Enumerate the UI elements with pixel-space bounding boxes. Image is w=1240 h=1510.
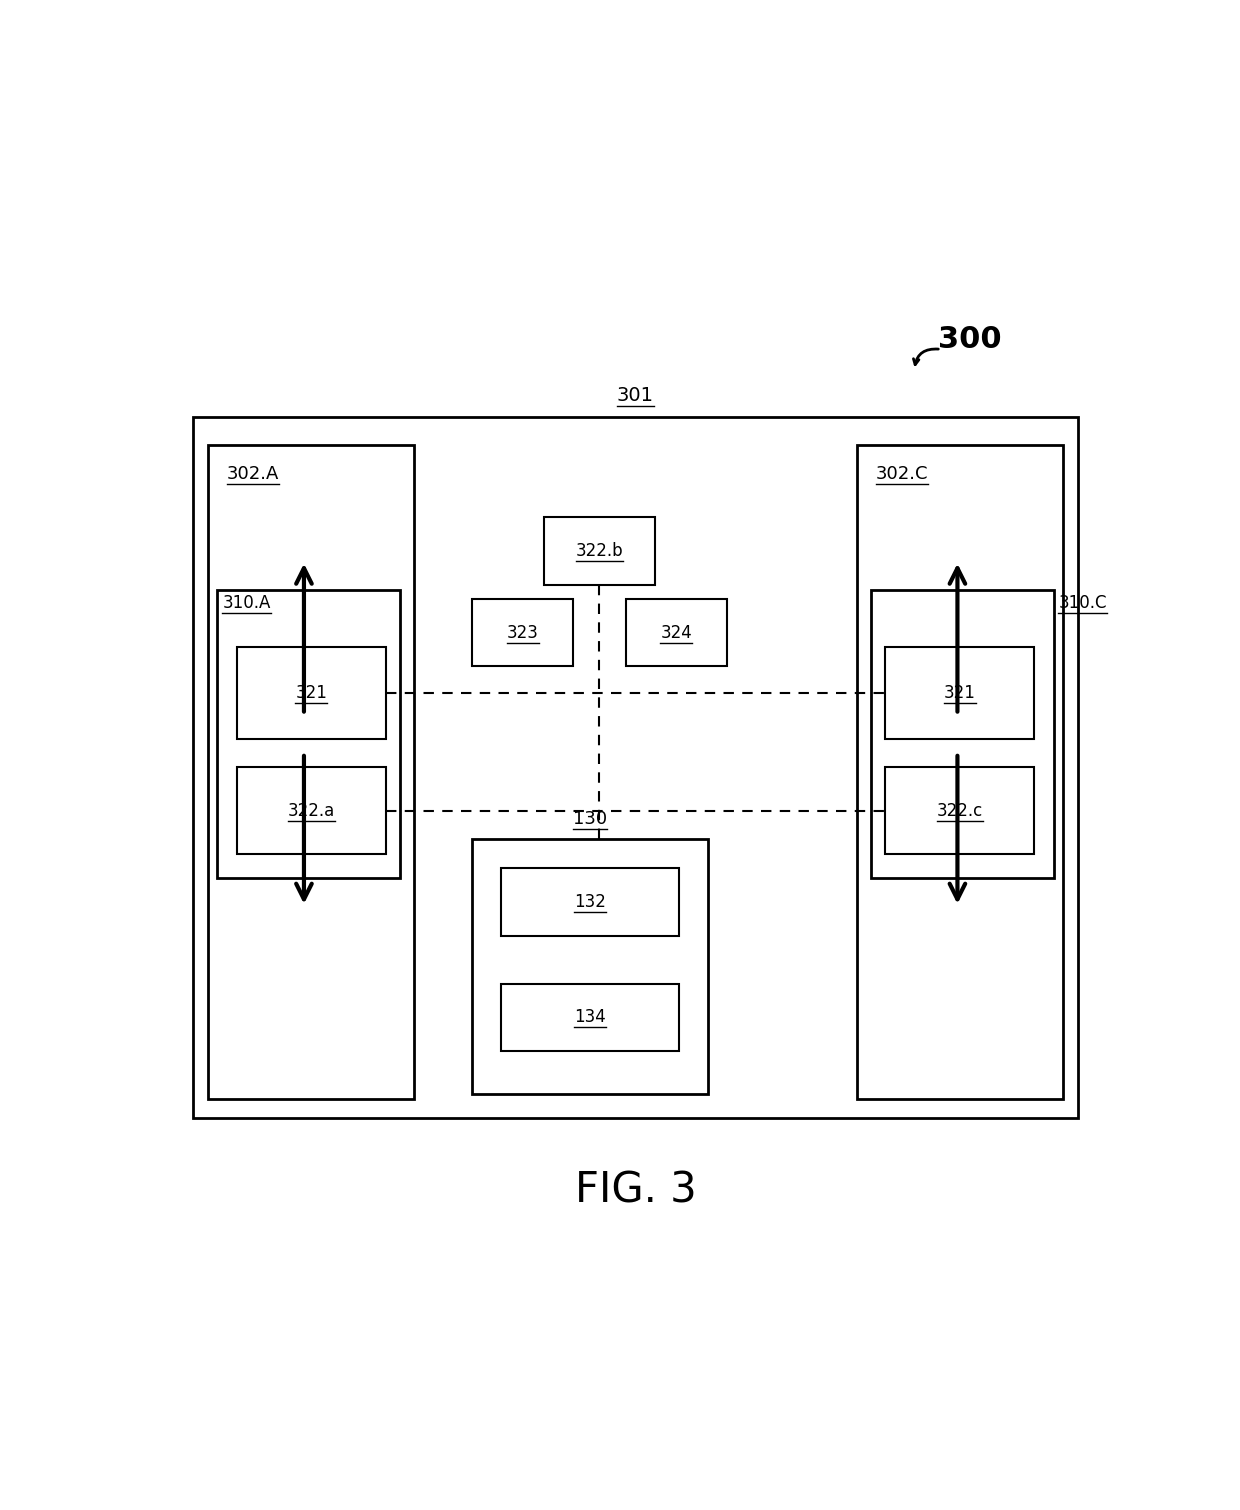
- Text: 323: 323: [507, 624, 538, 642]
- Bar: [208, 445, 414, 1099]
- Bar: [472, 599, 573, 666]
- Text: 322.b: 322.b: [575, 542, 624, 560]
- Text: 301: 301: [618, 387, 653, 405]
- Bar: [501, 868, 678, 936]
- Bar: [193, 417, 1078, 1117]
- Bar: [472, 840, 708, 1095]
- Bar: [501, 983, 678, 1051]
- Bar: [870, 589, 1054, 877]
- Text: 300: 300: [939, 325, 1002, 355]
- Bar: [626, 599, 727, 666]
- Text: 321: 321: [944, 684, 976, 702]
- Text: 321: 321: [295, 684, 327, 702]
- Text: 322.c: 322.c: [936, 802, 983, 820]
- Text: 322.a: 322.a: [288, 802, 335, 820]
- Text: 130: 130: [573, 809, 606, 827]
- Text: 310.A: 310.A: [222, 595, 270, 613]
- Bar: [217, 589, 401, 877]
- Bar: [237, 767, 386, 853]
- Bar: [544, 518, 655, 584]
- Text: 310.C: 310.C: [1059, 595, 1107, 613]
- Bar: [885, 648, 1034, 738]
- Text: 302.C: 302.C: [875, 465, 929, 483]
- Bar: [885, 767, 1034, 853]
- Text: 134: 134: [574, 1009, 605, 1027]
- Text: 132: 132: [574, 892, 606, 911]
- Bar: [237, 648, 386, 738]
- Text: FIG. 3: FIG. 3: [574, 1169, 697, 1211]
- Bar: [857, 445, 1063, 1099]
- Text: 324: 324: [661, 624, 692, 642]
- Text: 302.A: 302.A: [227, 465, 279, 483]
